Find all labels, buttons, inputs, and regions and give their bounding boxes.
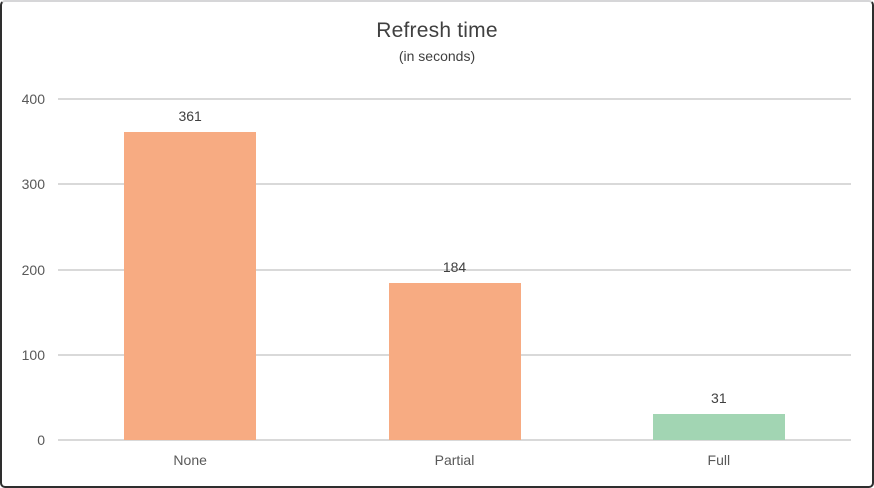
y-axis-tick-label: 200 (21, 261, 45, 278)
y-axis-tick-label: 0 (37, 432, 45, 448)
bar-partial (388, 283, 521, 440)
gridline-y-400 (58, 98, 851, 100)
bar-full (652, 413, 785, 440)
bar-value-label: 361 (178, 108, 202, 125)
x-axis-category-label: Partial (434, 452, 475, 468)
bar-value-label: 184 (442, 259, 467, 276)
y-axis-tick-label: 100 (21, 346, 45, 363)
y-axis-tick-label: 300 (21, 176, 45, 193)
x-axis-category-label: None (173, 452, 207, 468)
gridline-y-0 (58, 439, 851, 441)
bar-none (124, 132, 257, 440)
gridline-y-200 (58, 268, 851, 271)
gridline-y-300 (58, 183, 851, 186)
y-axis-tick-label: 400 (21, 91, 45, 107)
bar-value-label: 31 (711, 389, 727, 406)
x-axis-category-label: Full (707, 452, 731, 468)
